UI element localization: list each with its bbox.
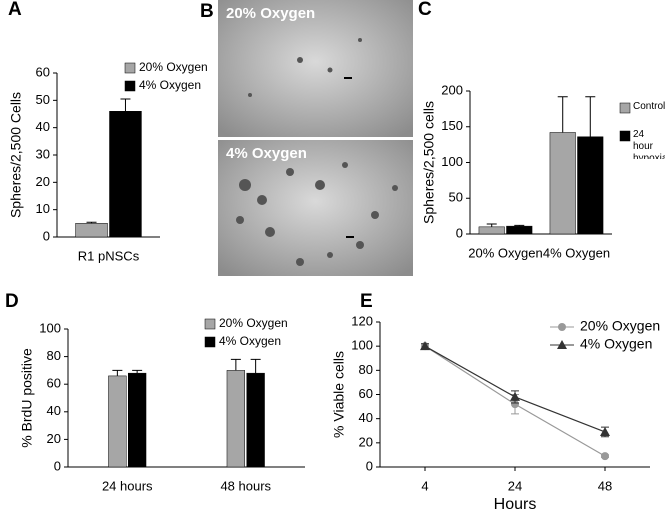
- legend-label: 20% Oxygen: [219, 316, 288, 330]
- y-tick-label: 20: [47, 431, 61, 446]
- x-axis-label: Hours: [494, 496, 537, 513]
- point: [511, 400, 519, 409]
- legend-entry: 24 hour hypoxia: [633, 129, 665, 159]
- error-bar: [112, 369, 123, 376]
- legend-label: 4% Oxygen: [580, 336, 652, 352]
- panel-letter: C: [418, 0, 432, 20]
- scale-bar: [346, 236, 354, 238]
- bar: [577, 136, 604, 235]
- line: [424, 345, 606, 433]
- legend-entry: Control: [633, 101, 665, 112]
- error-bar: [486, 223, 497, 227]
- y-tick-label: 40: [47, 403, 61, 418]
- scale-bar: [344, 77, 352, 79]
- legend-marker: [558, 323, 566, 331]
- y-tick-label: 60: [47, 376, 61, 391]
- spheres: [236, 38, 398, 266]
- image-panel: B 20% Oxygen 4% Oxygen: [200, 0, 413, 276]
- legend-swatch: [204, 336, 216, 348]
- image-label: 4% Oxygen: [226, 145, 307, 162]
- micrograph: [218, 140, 413, 276]
- y-tick-label: 50: [36, 92, 50, 107]
- x-tick-label: 24 hours: [102, 478, 153, 493]
- y-tick-label: 50: [449, 190, 463, 205]
- bar: [478, 226, 505, 235]
- legend-swatch: [619, 130, 631, 142]
- panel-letter: E: [360, 291, 373, 312]
- bar: [549, 132, 576, 235]
- error-bar: [132, 369, 143, 374]
- y-tick-label: 10: [36, 201, 50, 216]
- y-tick-label: 20: [36, 174, 50, 189]
- error-bar: [120, 98, 131, 112]
- y-axis-label: Spheres/2,500 Cells: [8, 92, 24, 218]
- y-tick-label: 60: [36, 64, 50, 79]
- bar: [128, 372, 147, 468]
- error-bar: [230, 358, 241, 371]
- error-bar: [250, 358, 261, 374]
- y-axis-label: Spheres/2,500 cells: [421, 101, 437, 224]
- y-axis-label: % Viable cells: [331, 351, 347, 438]
- error-bar: [86, 221, 97, 224]
- x-tick-label: 24: [508, 478, 522, 493]
- point: [600, 426, 610, 436]
- error-bar: [585, 96, 596, 137]
- point: [420, 341, 430, 351]
- legend-swatch: [124, 80, 136, 92]
- bar: [226, 370, 246, 468]
- y-axis-label: % BrdU positive: [19, 348, 35, 448]
- y-tick-label: 100: [39, 320, 61, 335]
- legend-label: 4% Oxygen: [219, 334, 281, 348]
- y-tick-label: 30: [36, 146, 50, 161]
- image-label: 20% Oxygen: [226, 5, 315, 22]
- x-tick-label: 48 hours: [220, 478, 271, 493]
- y-tick-label: 100: [351, 338, 373, 353]
- y-tick-label: 0: [54, 458, 61, 473]
- y-tick-label: 200: [441, 82, 463, 97]
- legend-swatch: [124, 62, 136, 74]
- y-tick-label: 40: [36, 119, 50, 134]
- bar: [75, 223, 108, 238]
- y-tick-label: 0: [366, 458, 373, 473]
- bar: [108, 375, 127, 468]
- y-tick-label: 40: [359, 410, 373, 425]
- panel-letter: A: [8, 0, 22, 20]
- x-tick-label: 4: [421, 478, 428, 493]
- panel-letter: B: [200, 1, 214, 22]
- legend-swatch: [204, 318, 216, 330]
- point: [601, 452, 609, 461]
- point: [510, 391, 520, 401]
- x-tick-label: 48: [598, 478, 612, 493]
- bar: [506, 225, 533, 235]
- y-tick-label: 80: [47, 348, 61, 363]
- legend-label: 20% Oxygen: [580, 318, 660, 334]
- legend-label: 24 hour hypoxia: [633, 129, 665, 159]
- y-tick-label: 80: [359, 362, 373, 377]
- y-tick-label: 120: [351, 313, 373, 328]
- y-tick-label: 0: [456, 225, 463, 240]
- y-tick-label: 100: [441, 154, 463, 169]
- y-tick-label: 60: [359, 386, 373, 401]
- y-tick-label: 0: [43, 228, 50, 243]
- legend-marker: [557, 340, 567, 349]
- x-tick-label: 4% Oxygen: [543, 245, 610, 260]
- bar: [109, 111, 142, 238]
- y-tick-label: 150: [441, 118, 463, 133]
- legend-label: Control: [633, 101, 665, 112]
- error-bar: [514, 224, 525, 227]
- x-tick-label: 20% Oxygen: [468, 245, 542, 260]
- error-bar: [557, 96, 568, 133]
- y-tick-label: 20: [359, 434, 373, 449]
- legend-swatch: [619, 102, 631, 114]
- bar: [246, 372, 265, 468]
- legend-label: 4% Oxygen: [139, 78, 201, 92]
- panel-letter: D: [5, 291, 19, 312]
- micrograph: [218, 0, 413, 137]
- x-tick-label: R1 pNSCs: [78, 248, 140, 263]
- legend-label: 20% Oxygen: [139, 60, 208, 74]
